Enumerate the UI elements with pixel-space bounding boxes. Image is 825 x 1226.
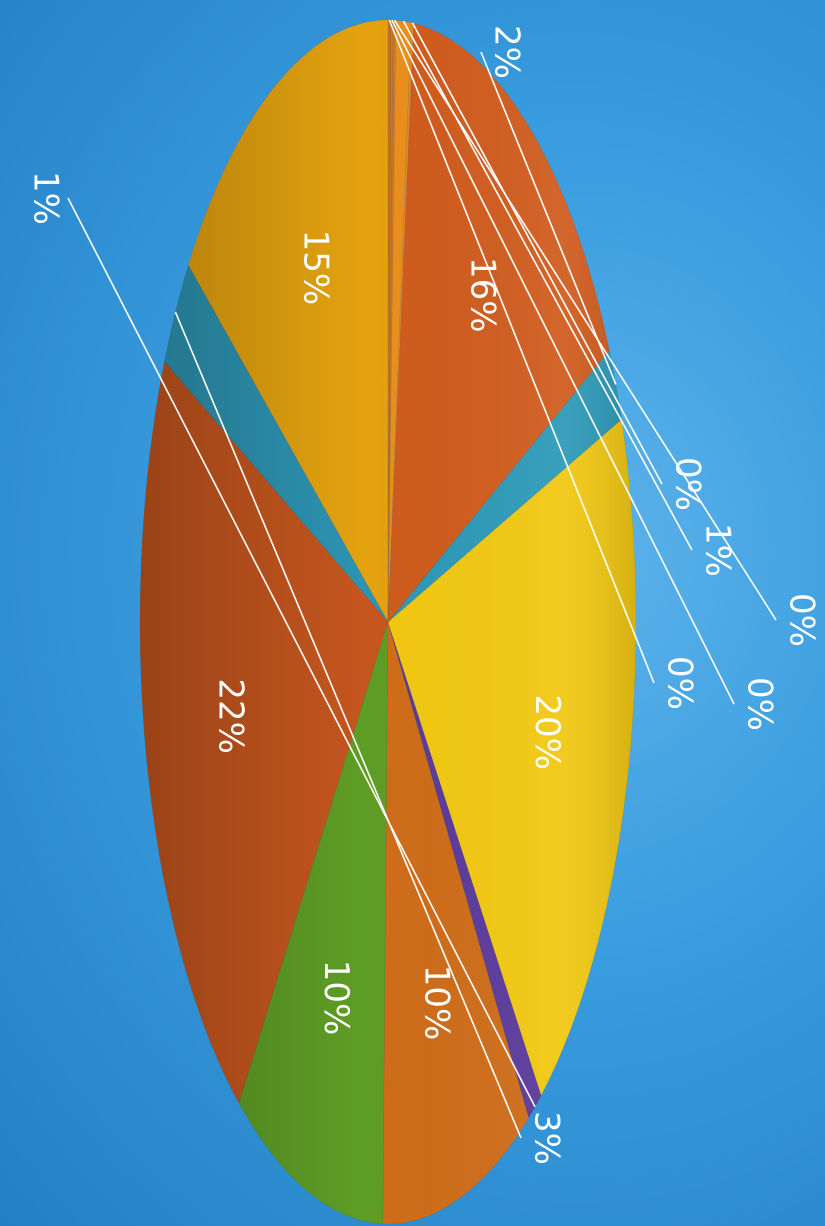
- leader-lines: [67, 19, 777, 1139]
- leader-line: [393, 19, 777, 621]
- data-labels: 15%3%22%10% 10%1%20%2%16%0%1%0%0%0%: [26, 25, 822, 1165]
- leader-line: [67, 197, 536, 1108]
- data-label: 0%: [668, 457, 708, 511]
- data-label: 15%: [296, 230, 336, 306]
- leader-line: [388, 19, 655, 684]
- leader-line: [480, 51, 617, 385]
- data-label: 2%: [487, 25, 527, 79]
- data-label: 16%: [462, 257, 502, 333]
- data-label: 0%: [740, 677, 780, 731]
- data-label: 1%: [26, 171, 66, 225]
- data-label: 20%: [527, 694, 567, 770]
- data-label: 10%: [316, 960, 356, 1036]
- data-label: 10%: [417, 965, 457, 1041]
- leader-line: [174, 311, 522, 1139]
- leader-line: [391, 19, 735, 705]
- data-label: 1%: [698, 523, 738, 577]
- pie-shading: [140, 20, 636, 1224]
- data-label: 22%: [210, 678, 250, 754]
- data-label: 0%: [782, 593, 822, 647]
- leader-line: [411, 22, 663, 485]
- pie-shading-overlay: [140, 20, 636, 1224]
- data-label: 3%: [527, 1111, 567, 1165]
- data-label: 0%: [660, 656, 700, 710]
